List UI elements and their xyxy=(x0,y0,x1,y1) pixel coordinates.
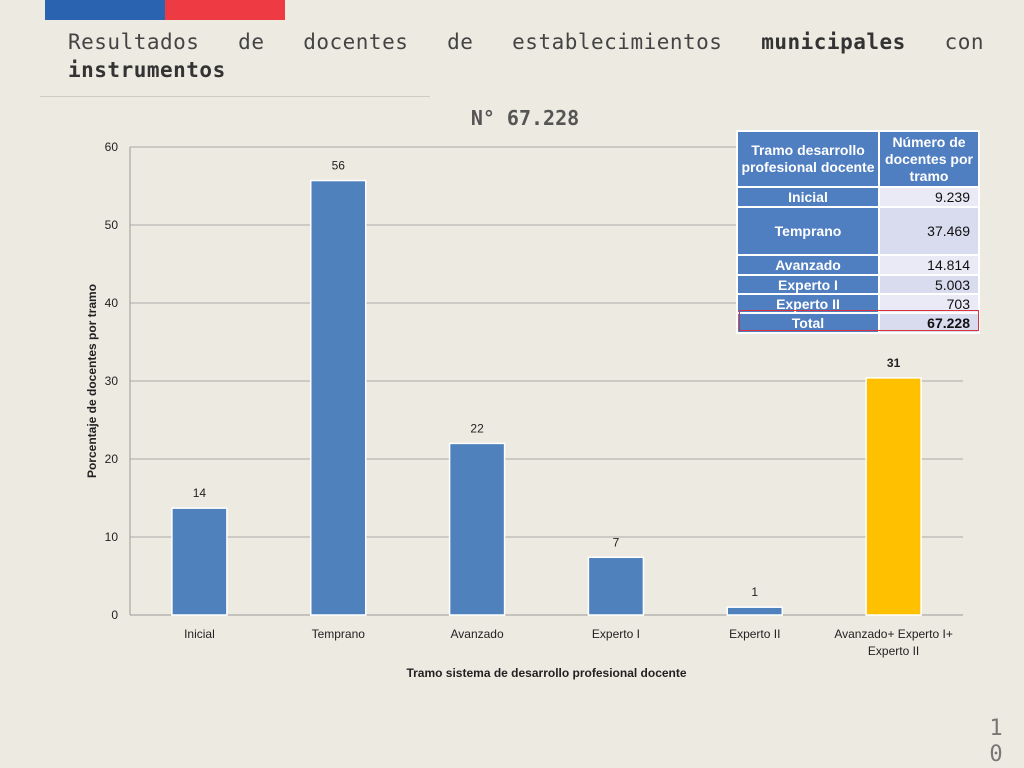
data-label: 22 xyxy=(470,421,484,435)
x-tick-label: Avanzado xyxy=(451,627,504,641)
data-label: 1 xyxy=(751,585,758,599)
y-tick-label: 30 xyxy=(105,374,119,388)
bar xyxy=(865,377,922,616)
x-tick-label: Avanzado+ Experto I+ xyxy=(834,627,953,641)
total-highlight-box xyxy=(739,310,979,331)
bar xyxy=(448,442,506,616)
chart-subtitle: N° 67.228 xyxy=(470,106,580,130)
table-row-label: Inicial xyxy=(736,186,880,208)
data-label: 14 xyxy=(193,486,207,500)
bar xyxy=(171,507,228,616)
bar xyxy=(587,556,645,616)
table-row-value: 9.239 xyxy=(878,186,980,208)
page-title: Resultados de docentes de establecimient… xyxy=(68,30,984,82)
y-tick-label: 40 xyxy=(105,296,119,310)
bar xyxy=(310,179,367,616)
y-tick-label: 20 xyxy=(105,452,119,466)
tramo-table: Tramo desarrollo profesional docente Núm… xyxy=(736,130,980,334)
data-label: 56 xyxy=(332,159,346,173)
table-total-value: 67.228 xyxy=(878,312,980,334)
bar xyxy=(726,606,783,616)
x-tick-label: Experto II xyxy=(868,644,919,658)
page-number: 10 xyxy=(989,716,1003,767)
y-axis-title: Porcentaje de docentes por tramo xyxy=(85,284,99,478)
x-tick-label: Temprano xyxy=(312,627,366,641)
table-row-label: Temprano xyxy=(736,206,880,256)
x-axis-title: Tramo sistema de desarrollo profesional … xyxy=(406,666,686,680)
flag-red-stripe xyxy=(165,0,285,20)
y-tick-label: 50 xyxy=(105,218,119,232)
flag-blue-stripe xyxy=(45,0,165,20)
title-divider xyxy=(40,96,430,97)
table-row-value: 14.814 xyxy=(878,254,980,276)
table-header-tramo: Tramo desarrollo profesional docente xyxy=(736,130,880,188)
table-row-label: Experto I xyxy=(736,274,880,295)
y-tick-label: 10 xyxy=(105,530,119,544)
table-row-value: 703 xyxy=(878,293,980,314)
table-row-value: 37.469 xyxy=(878,206,980,256)
table-row-label: Experto II xyxy=(736,293,880,314)
x-tick-label: Experto II xyxy=(729,627,780,641)
table-row-label: Avanzado xyxy=(736,254,880,276)
y-tick-label: 60 xyxy=(105,140,119,154)
table-header-numero: Número de docentes por tramo xyxy=(878,130,980,188)
x-tick-label: Experto I xyxy=(592,627,640,641)
data-label: 7 xyxy=(613,535,620,549)
table-total-label: Total xyxy=(736,312,880,334)
y-tick-label: 0 xyxy=(111,608,118,622)
data-label: 31 xyxy=(887,356,901,370)
x-tick-label: Inicial xyxy=(184,627,215,641)
table-row-value: 5.003 xyxy=(878,274,980,295)
